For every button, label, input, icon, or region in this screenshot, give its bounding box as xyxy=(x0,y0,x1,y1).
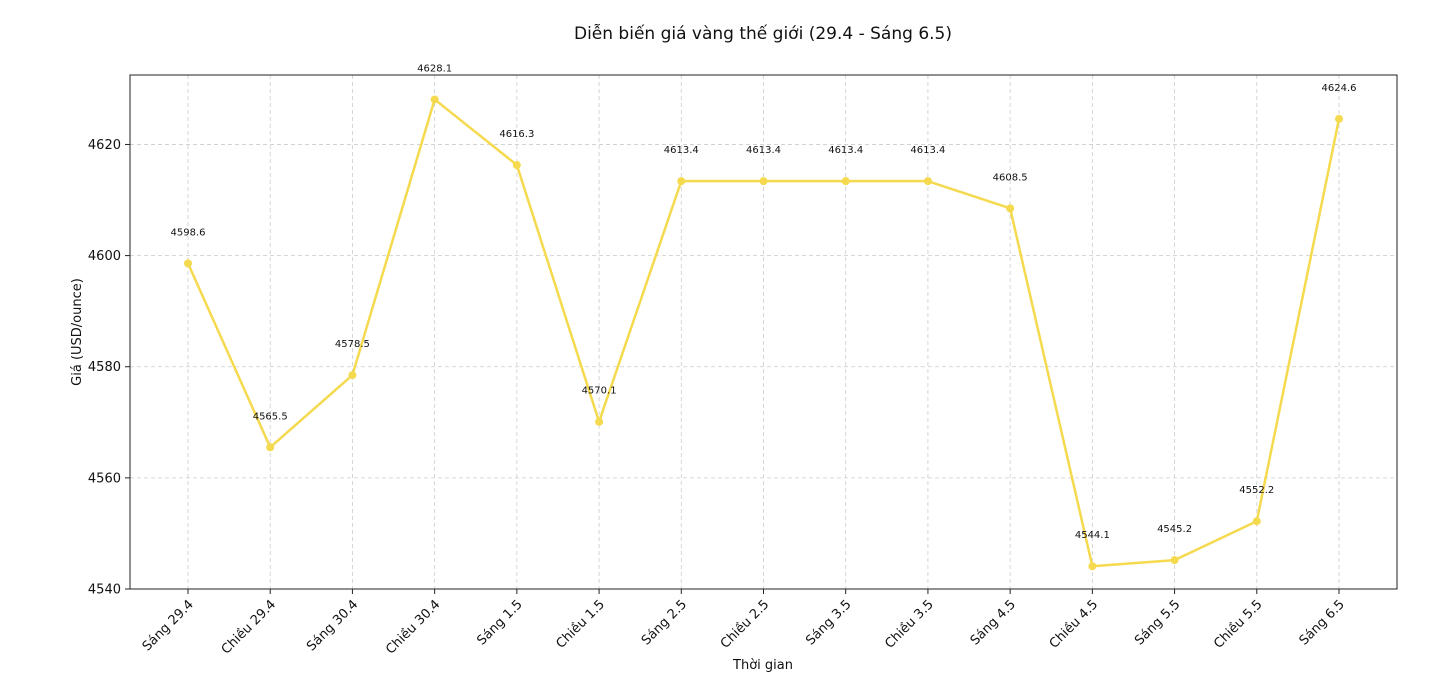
x-tick-label: Sáng 29.4 xyxy=(140,597,197,654)
data-label: 4624.6 xyxy=(1322,83,1357,94)
series-layer: 4598.6 4565.5 4578.5 4628.1 4616.3 4570.1 4613… xyxy=(171,63,1357,571)
data-point xyxy=(1006,204,1015,213)
tick-layer: Sáng 29.4 Chiều 29.4 Sáng 30.4 Chiều 30.4 Sá… xyxy=(88,138,1348,658)
data-label: 4613.4 xyxy=(746,145,781,156)
x-axis-label: Thời gian xyxy=(732,658,793,673)
data-point xyxy=(266,443,275,452)
data-label: 4598.6 xyxy=(171,227,206,238)
data-label: 4613.4 xyxy=(910,145,945,156)
data-point xyxy=(759,177,768,186)
x-tick-label: Sáng 1.5 xyxy=(474,597,525,648)
data-point xyxy=(512,161,521,170)
data-label: 4544.1 xyxy=(1075,530,1110,541)
y-tick-label: 4540 xyxy=(88,583,121,598)
data-point xyxy=(841,177,850,186)
chart-title: Diễn biến giá vàng thế giới (29.4 - Sáng… xyxy=(574,23,952,44)
y-tick-label: 4620 xyxy=(88,138,121,153)
x-tick-label: Sáng 30.4 xyxy=(304,597,361,654)
data-label: 4570.1 xyxy=(582,386,617,397)
data-point xyxy=(923,177,932,186)
y-tick-label: 4580 xyxy=(88,360,121,375)
data-point xyxy=(1170,556,1179,565)
data-point xyxy=(1335,114,1343,123)
data-label: 4613.4 xyxy=(828,145,863,156)
data-label: 4628.1 xyxy=(417,63,452,74)
y-tick-label: 4560 xyxy=(88,471,121,486)
x-tick-label: Sáng 2.5 xyxy=(639,597,690,648)
y-tick-label: 4600 xyxy=(88,249,121,264)
x-tick-label: Chiều 30.4 xyxy=(383,597,443,657)
x-tick-label: Chiều 29.4 xyxy=(219,597,279,657)
data-label: 4608.5 xyxy=(993,172,1028,183)
data-label: 4545.2 xyxy=(1157,524,1192,535)
x-tick-label: Chiều 4.5 xyxy=(1047,597,1101,651)
data-label: 4613.4 xyxy=(664,145,699,156)
x-tick-label: Chiều 1.5 xyxy=(553,597,607,651)
y-axis-label: Giá (USD/ounce) xyxy=(70,278,85,386)
plot-frame xyxy=(129,74,1398,590)
data-point xyxy=(1088,562,1097,571)
x-tick-label: Sáng 3.5 xyxy=(803,597,854,648)
data-label: 4565.5 xyxy=(253,411,288,422)
data-label: 4552.2 xyxy=(1239,485,1274,496)
data-point xyxy=(184,259,192,268)
data-label: 4616.3 xyxy=(499,129,534,140)
data-point xyxy=(1252,517,1261,526)
x-tick-label: Sáng 6.5 xyxy=(1297,597,1348,648)
data-point xyxy=(677,177,686,186)
x-tick-label: Sáng 4.5 xyxy=(968,597,1019,648)
data-point xyxy=(348,371,357,380)
data-point xyxy=(430,95,439,104)
x-tick-label: Chiều 3.5 xyxy=(882,597,936,651)
x-tick-label: Chiều 5.5 xyxy=(1211,597,1265,651)
x-tick-label: Chiều 2.5 xyxy=(718,597,772,651)
data-point xyxy=(595,417,604,426)
x-tick-label: Sáng 5.5 xyxy=(1132,597,1183,648)
data-label: 4578.5 xyxy=(335,339,370,350)
